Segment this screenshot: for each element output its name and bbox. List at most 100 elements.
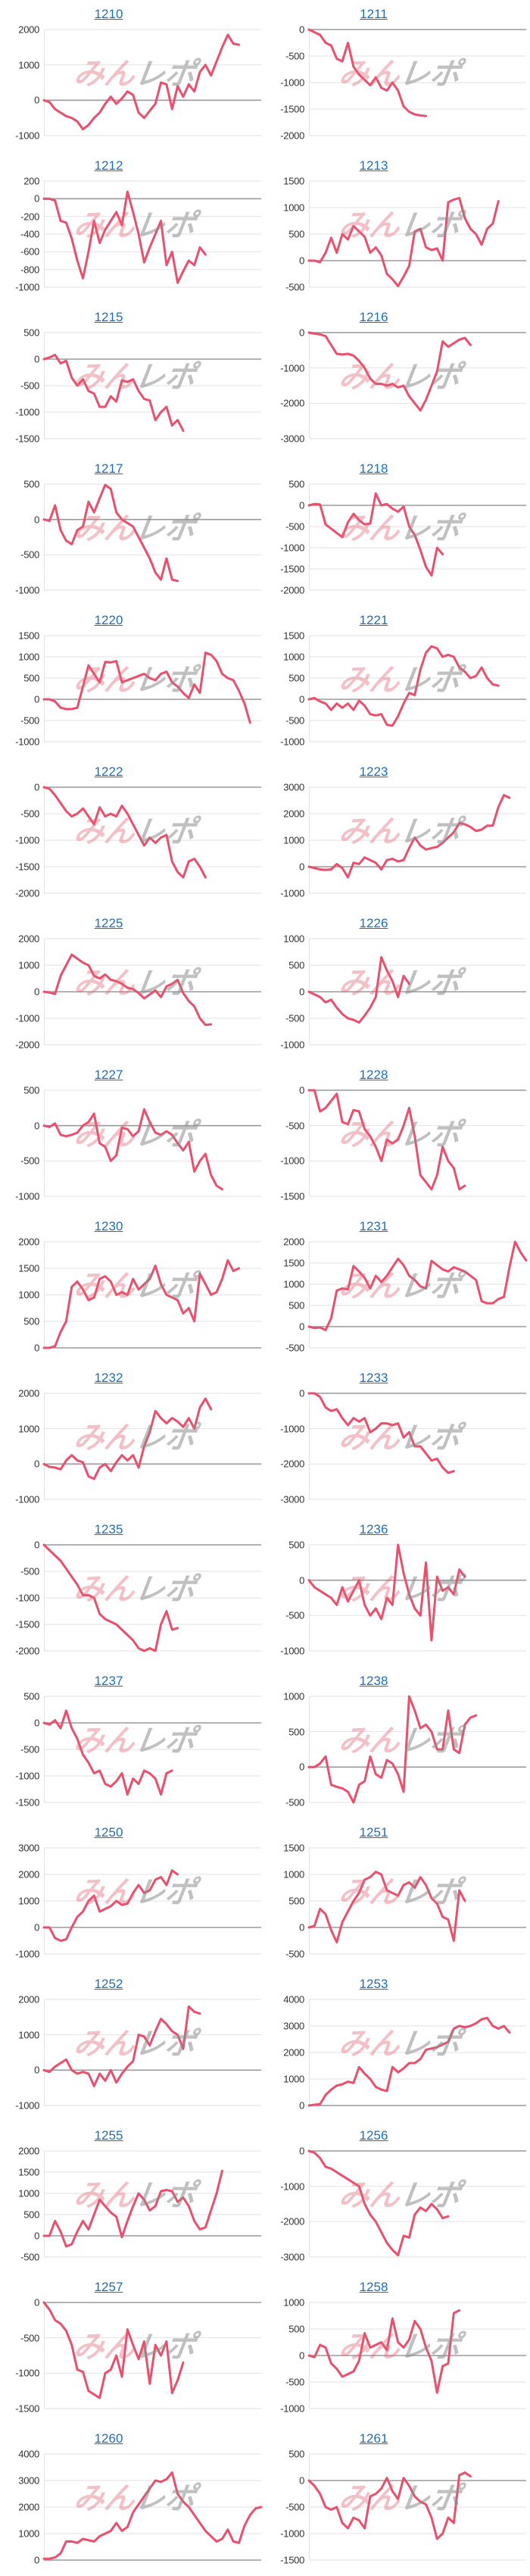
y-tick-label: -2000 <box>15 887 39 899</box>
y-tick-label: 0 <box>299 2145 304 2157</box>
machine-number-heading: 1236 <box>265 1522 482 1542</box>
y-tick-label: -1000 <box>15 2367 39 2379</box>
y-tick-label: -500 <box>285 1012 304 1024</box>
slump-line <box>42 353 185 433</box>
machine-number-link[interactable]: 1220 <box>94 613 123 627</box>
y-tick-label: 0 <box>299 255 304 267</box>
machine-number-link[interactable]: 1228 <box>359 1068 388 1082</box>
machine-number-link[interactable]: 1257 <box>94 2280 123 2294</box>
machine-number-heading: 1235 <box>0 1522 217 1542</box>
line-chart-svg <box>42 1393 261 1500</box>
y-axis: 500 0 -500 -1000 <box>0 479 44 596</box>
slump-line-chart: 200 0 -200 -400 -600 -800 -1000 みんレポ <box>0 176 265 293</box>
machine-number-link[interactable]: 1216 <box>359 310 388 324</box>
machine-number-link[interactable]: 1218 <box>359 461 388 476</box>
machine-number-link[interactable]: 1223 <box>359 764 388 779</box>
slump-line-chart: 1000 500 0 -500 -1000 みんレポ <box>265 2297 530 2415</box>
machine-number-heading: 1231 <box>265 1219 482 1239</box>
y-axis: 1000 500 0 -500 -1000 <box>265 2297 309 2415</box>
y-tick-label: -1000 <box>280 1039 304 1051</box>
plot-area: みんレポ <box>307 1240 528 1349</box>
machine-number-heading: 1213 <box>265 158 482 178</box>
machine-number-link[interactable]: 1256 <box>359 2128 388 2143</box>
line-chart-svg <box>42 483 261 591</box>
y-tick-label: 0 <box>34 1458 39 1470</box>
machine-number-link[interactable]: 1231 <box>359 1219 388 1233</box>
y-tick-label: 0 <box>299 2349 304 2362</box>
machine-number-link[interactable]: 1253 <box>359 1977 388 1991</box>
y-tick-label: -1000 <box>15 130 39 142</box>
machine-number-link[interactable]: 1258 <box>359 2280 388 2294</box>
machine-number-link[interactable]: 1212 <box>94 158 123 173</box>
slump-line-chart: 0 -500 -1000 -1500 みんレポ <box>0 2297 265 2415</box>
y-axis: 2000 1500 1000 500 0 -500 <box>0 2146 44 2263</box>
y-tick-label: 2000 <box>18 1387 39 1399</box>
slump-line <box>42 953 213 1027</box>
machine-number-heading: 1225 <box>0 916 217 936</box>
machine-number-link[interactable]: 1255 <box>94 2128 123 2143</box>
plot-area: みんレポ <box>307 2302 526 2409</box>
machine-number-link[interactable]: 1213 <box>359 158 388 173</box>
machine-chart-cell: 1217 500 0 -500 -1000 みんレポ <box>0 455 265 606</box>
machine-number-link[interactable]: 1261 <box>359 2431 388 2446</box>
y-axis: 3000 2000 1000 0 -1000 <box>0 1843 44 1960</box>
line-chart-svg <box>307 2453 526 2561</box>
slump-line <box>307 645 500 727</box>
machine-number-link[interactable]: 1217 <box>94 461 123 476</box>
y-axis: 0 -1000 -2000 -3000 <box>265 1388 309 1505</box>
y-axis: 0 -500 -1000 -1500 -2000 <box>0 782 44 899</box>
y-axis: 2000 1000 0 -1000 -2000 <box>0 933 44 1051</box>
machine-number-heading: 1228 <box>265 1068 482 1087</box>
machine-number-link[interactable]: 1260 <box>94 2431 123 2446</box>
y-tick-label: 500 <box>288 672 304 684</box>
machine-chart-cell: 1213 1500 1000 500 0 -500 みんレポ <box>265 152 530 303</box>
machine-number-link[interactable]: 1227 <box>94 1068 123 1082</box>
machine-number-link[interactable]: 1236 <box>359 1522 388 1537</box>
machine-number-heading: 1256 <box>265 2128 482 2148</box>
plot-area: みんレポ <box>307 180 526 288</box>
machine-number-link[interactable]: 1237 <box>94 1674 123 1688</box>
machine-chart-cell: 1211 0 -500 -1000 -1500 -2000 みんレポ <box>265 0 530 152</box>
machine-number-heading: 1220 <box>0 613 217 633</box>
line-chart-svg <box>42 2301 261 2409</box>
slump-line <box>307 196 500 288</box>
machine-number-link[interactable]: 1235 <box>94 1522 123 1537</box>
line-chart-svg <box>42 180 261 288</box>
y-tick-label: -1000 <box>15 281 39 293</box>
machine-number-link[interactable]: 1225 <box>94 916 123 930</box>
machine-number-link[interactable]: 1215 <box>94 310 123 324</box>
machine-number-link[interactable]: 1210 <box>94 7 123 21</box>
slump-line <box>42 1258 241 1349</box>
machine-chart-cell: 1221 1500 1000 500 0 -500 -1000 みんレポ <box>265 606 530 758</box>
plot-area: みんレポ <box>42 29 261 136</box>
slump-line-chart: 500 0 -500 -1000 -1500 -2000 みんレポ <box>265 479 530 596</box>
line-chart-svg <box>42 1089 261 1197</box>
machine-number-link[interactable]: 1221 <box>359 613 388 627</box>
y-tick-label: 0 <box>34 1120 39 1132</box>
machine-number-link[interactable]: 1233 <box>359 1371 388 1385</box>
machine-chart-cell: 1210 2000 1000 0 -1000 みんレポ <box>0 0 265 152</box>
y-axis: 200 0 -200 -400 -600 -800 -1000 <box>0 176 44 293</box>
machine-number-link[interactable]: 1222 <box>94 764 123 779</box>
plot-area: みんレポ <box>307 331 526 439</box>
machine-number-link[interactable]: 1250 <box>94 1825 123 1840</box>
y-axis: 0 -500 -1000 -1500 <box>0 2297 44 2415</box>
slump-line <box>307 1392 455 1474</box>
machine-number-link[interactable]: 1251 <box>359 1825 388 1840</box>
machine-chart-cell: 1251 1500 1000 500 0 -500 みんレポ <box>265 1818 530 1970</box>
machine-number-link[interactable]: 1211 <box>360 7 388 21</box>
machine-chart-cell: 1222 0 -500 -1000 -1500 -2000 みんレポ <box>0 758 265 909</box>
slump-line <box>42 190 207 284</box>
line-chart-svg <box>307 786 526 894</box>
slump-line-chart: 0 -1000 -2000 -3000 みんレポ <box>265 1388 530 1505</box>
machine-number-link[interactable]: 1230 <box>94 1219 123 1233</box>
machine-number-link[interactable]: 1252 <box>94 1977 123 1991</box>
machine-number-link[interactable]: 1232 <box>94 1371 123 1385</box>
y-tick-label: 1500 <box>283 1257 304 1269</box>
machine-number-link[interactable]: 1226 <box>359 916 388 930</box>
y-tick-label: -1500 <box>15 2402 39 2415</box>
y-tick-label: 0 <box>34 2064 39 2076</box>
y-tick-label: 0 <box>34 2296 39 2309</box>
machine-number-link[interactable]: 1238 <box>359 1674 388 1688</box>
slump-line-chart: 1500 1000 500 0 -500 -1000 みんレポ <box>0 630 265 748</box>
